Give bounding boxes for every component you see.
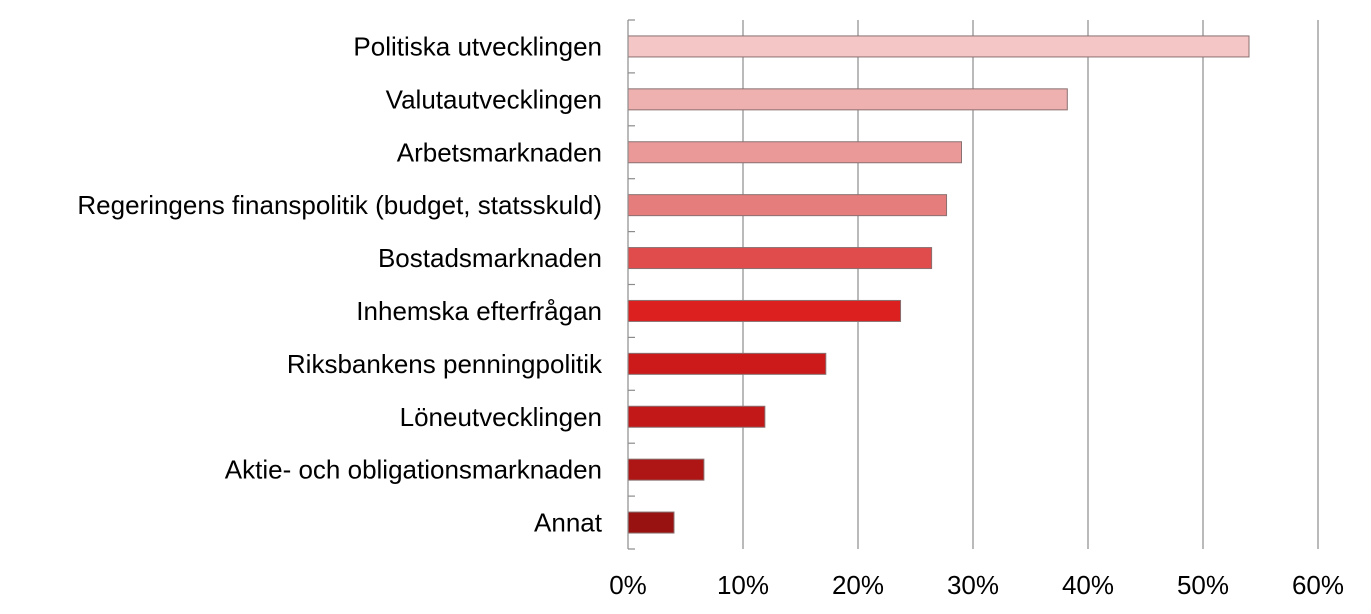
- x-tick-label: 10%: [717, 570, 769, 600]
- category-label: Valutautvecklingen: [386, 84, 602, 114]
- bar-layer: [627, 35, 1250, 534]
- bar: [627, 35, 1250, 58]
- bar: [627, 194, 948, 217]
- category-label: Politiska utvecklingen: [353, 31, 602, 61]
- bar: [627, 458, 705, 481]
- category-label: Inhemska efterfrågan: [356, 296, 602, 326]
- x-tick-label: 60%: [1292, 570, 1344, 600]
- category-label: Regeringens finanspolitik (budget, stats…: [77, 190, 602, 220]
- bar: [627, 352, 827, 375]
- x-tick-label: 20%: [832, 570, 884, 600]
- x-tick-label: 50%: [1177, 570, 1229, 600]
- bar: [627, 299, 902, 322]
- category-labels: Politiska utvecklingen Valutautvecklingen…: [77, 31, 603, 537]
- axis-layer: [627, 19, 635, 550]
- category-label: Bostadsmarknaden: [378, 243, 602, 273]
- category-label: Riksbankens penningpolitik: [287, 349, 603, 379]
- bar: [627, 141, 962, 164]
- category-label: Löneutvecklingen: [400, 402, 602, 432]
- bar: [627, 88, 1068, 111]
- bar: [627, 247, 933, 270]
- x-tick-labels: 0% 10% 20% 30% 40% 50% 60%: [609, 570, 1344, 600]
- category-label: Arbetsmarknaden: [397, 137, 602, 167]
- bar: [627, 405, 766, 428]
- x-tick-label: 0%: [609, 570, 647, 600]
- x-tick-label: 30%: [947, 570, 999, 600]
- bar: [627, 511, 675, 534]
- category-label: Annat: [534, 508, 603, 538]
- category-label: Aktie- och obligationsmarknaden: [225, 455, 602, 485]
- x-tick-label: 40%: [1062, 570, 1114, 600]
